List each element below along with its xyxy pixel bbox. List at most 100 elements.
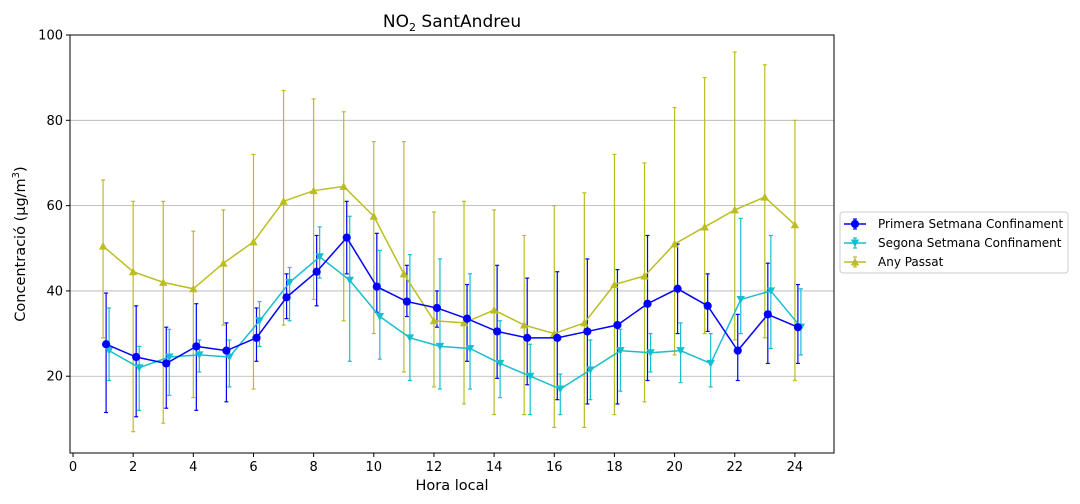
data-point (372, 282, 381, 291)
data-point (465, 345, 475, 353)
data-point (342, 233, 351, 242)
data-point (462, 314, 472, 323)
x-tick-label: 14 (486, 460, 503, 475)
data-point (252, 333, 261, 342)
data-point (616, 347, 625, 355)
legend-label: Segona Setmana Confinament (878, 236, 1062, 250)
data-point (249, 237, 258, 246)
x-tick-label: 0 (69, 460, 77, 475)
x-axis-title: Hora local (415, 478, 488, 494)
data-point (369, 212, 378, 220)
data-point (489, 305, 499, 314)
chart-title: NO2 SantAndreu (383, 12, 521, 34)
x-axis: 0 2 4 6 8 10 12 14 16 18 20 22 24 (69, 453, 803, 475)
y-axis-title: Concentració (µg/m3) (11, 166, 29, 321)
data-point (760, 192, 770, 201)
x-tick-label: 16 (546, 460, 563, 475)
data-point (189, 284, 198, 293)
x-tick-label: 18 (606, 460, 623, 475)
data-point (165, 353, 174, 362)
data-point (556, 385, 565, 394)
data-point (580, 318, 589, 327)
data-point (399, 269, 409, 278)
y-tick-label: 60 (46, 199, 63, 214)
x-tick-label: 4 (189, 460, 197, 475)
data-point (730, 205, 739, 214)
series-line (105, 236, 799, 365)
data-point (640, 271, 649, 280)
data-point (673, 284, 682, 293)
series-lines (98, 182, 806, 394)
x-tick-label: 22 (726, 460, 743, 475)
data-point (670, 239, 679, 248)
x-tick-label: 10 (366, 460, 383, 475)
data-point (736, 295, 745, 304)
y-axis-title-suffix: ) (13, 166, 29, 172)
data-point (766, 287, 776, 296)
data-point (700, 222, 709, 231)
data-point (643, 299, 652, 308)
x-tick-label: 24 (787, 460, 804, 475)
data-point (793, 323, 803, 332)
data-point (279, 197, 288, 205)
data-point (225, 353, 234, 362)
data-point (583, 327, 592, 336)
x-tick-label: 8 (309, 460, 317, 475)
data-point (339, 182, 348, 190)
data-point (345, 276, 354, 285)
data-point (586, 366, 595, 375)
series-line (102, 185, 796, 335)
y-axis-title-superscript: 3 (11, 172, 22, 178)
data-point (405, 334, 415, 343)
data-point (703, 301, 712, 310)
data-point (733, 346, 742, 355)
data-point (432, 303, 442, 313)
chart-title-suffix: SantAndreu (416, 12, 521, 32)
data-point (519, 320, 529, 329)
data-point (104, 347, 114, 355)
y-tick-label: 80 (46, 114, 63, 129)
legend-marker (850, 239, 860, 248)
y-tick-label: 100 (38, 29, 63, 44)
chart-title-subscript: 2 (409, 21, 416, 34)
x-tick-label: 6 (249, 460, 257, 475)
data-point (435, 342, 445, 351)
x-tick-label: 2 (129, 460, 137, 475)
legend-box (839, 211, 1069, 274)
plot-area-frame (69, 34, 835, 454)
data-point (222, 346, 231, 355)
data-point (790, 220, 800, 229)
data-point (282, 293, 291, 302)
data-point (526, 372, 535, 381)
data-point (309, 186, 318, 195)
data-point (429, 316, 439, 325)
x-tick-label: 12 (426, 460, 443, 475)
y-axis: 20 40 60 80 100 (38, 29, 70, 385)
data-point (192, 342, 201, 351)
legend-label: Any Passat (878, 255, 944, 269)
data-point (613, 320, 622, 330)
data-point (162, 359, 171, 368)
data-point (553, 333, 562, 342)
error-bars (101, 51, 803, 433)
data-point (285, 278, 294, 287)
data-point (523, 333, 532, 342)
legend: Primera Setmana Confinament Segona Setman… (839, 211, 1069, 274)
data-point (676, 347, 685, 355)
data-point (493, 327, 502, 336)
data-point (312, 267, 321, 276)
data-point (763, 310, 772, 319)
data-point (98, 241, 108, 250)
y-tick-label: 40 (46, 284, 63, 299)
data-point (315, 253, 324, 261)
data-point (159, 278, 168, 286)
data-point (195, 351, 204, 360)
data-point (646, 349, 655, 357)
data-point (375, 313, 385, 321)
legend-marker (850, 257, 860, 266)
data-point (219, 258, 228, 267)
y-tick-label: 20 (46, 370, 63, 385)
data-point (459, 318, 469, 327)
data-point (132, 352, 141, 362)
